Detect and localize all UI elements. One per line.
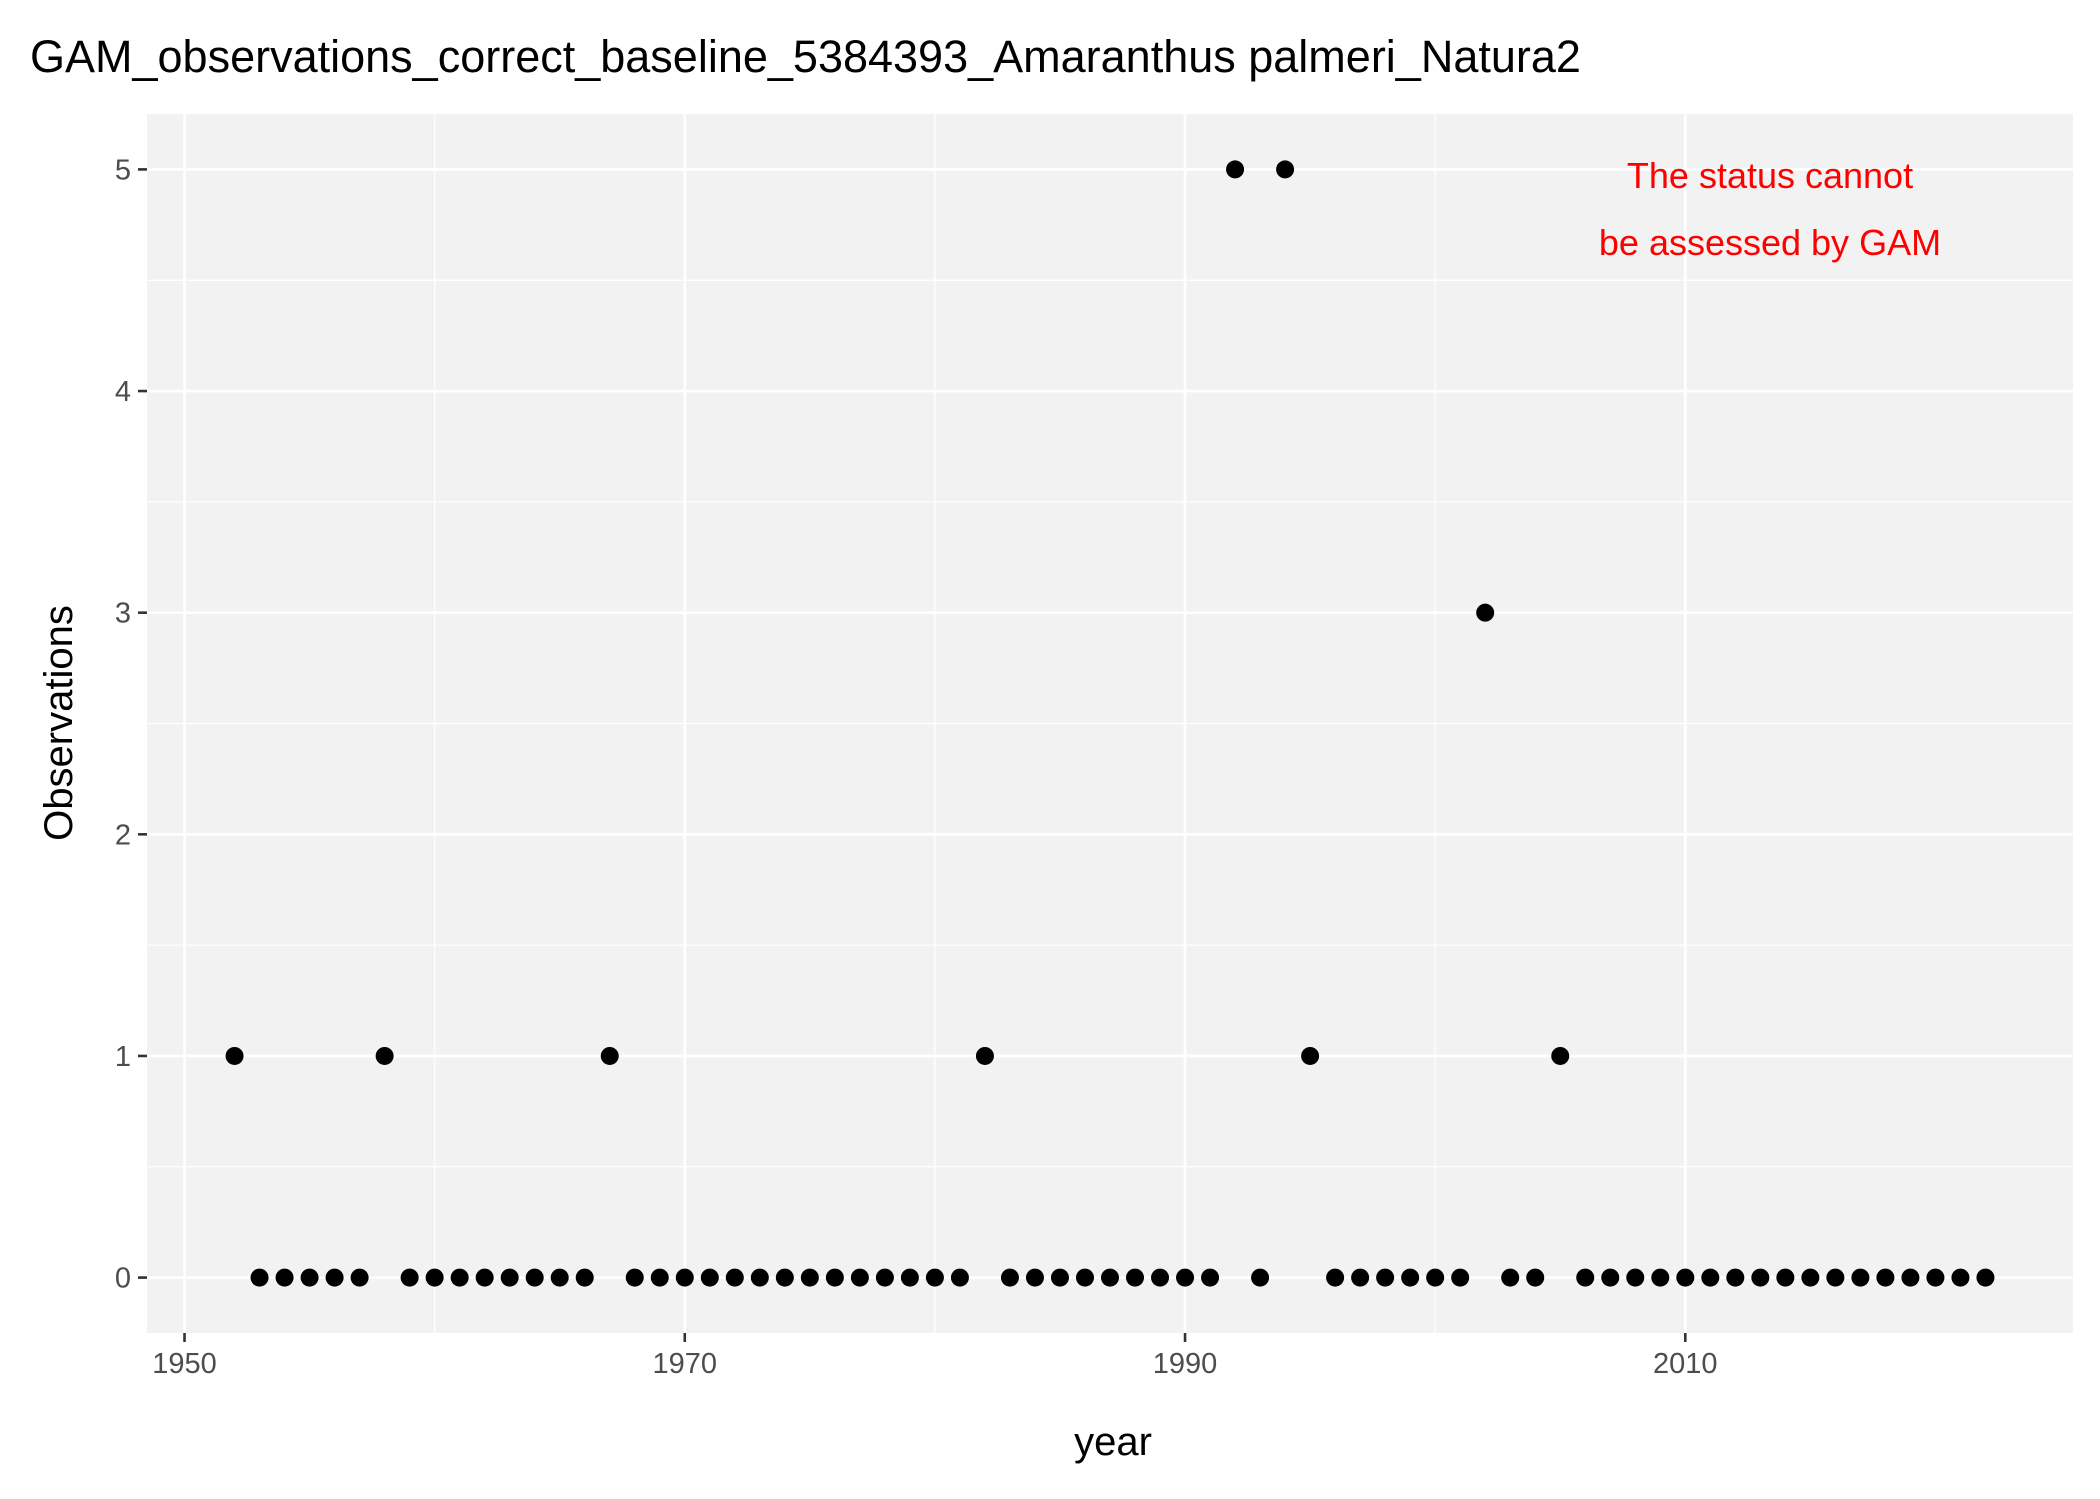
- point: [525, 1268, 544, 1287]
- x-tick-label: 1970: [653, 1348, 718, 1380]
- y-tick-label: 5: [115, 154, 131, 186]
- point: [825, 1268, 844, 1287]
- point: [1101, 1268, 1119, 1287]
- point: [1701, 1268, 1720, 1287]
- point: [1826, 1268, 1845, 1287]
- point: [425, 1268, 444, 1287]
- chart-title: GAM_observations_correct_baseline_538439…: [30, 31, 1581, 82]
- point: [475, 1268, 494, 1287]
- point: [1226, 160, 1245, 179]
- point: [1526, 1268, 1545, 1287]
- point: [250, 1268, 269, 1287]
- point: [225, 1046, 244, 1065]
- x-tick-label: 2010: [1653, 1348, 1718, 1380]
- point: [675, 1268, 694, 1287]
- x-axis-title: year: [1074, 1420, 1152, 1464]
- point: [500, 1268, 519, 1287]
- point: [1801, 1268, 1820, 1287]
- point: [1976, 1268, 1995, 1287]
- point: [1451, 1268, 1470, 1287]
- point: [1025, 1268, 1044, 1287]
- point: [575, 1268, 594, 1287]
- point: [325, 1268, 344, 1287]
- point: [1000, 1268, 1019, 1287]
- point: [1651, 1268, 1670, 1287]
- point: [1376, 1268, 1395, 1287]
- point: [850, 1268, 869, 1287]
- point: [1351, 1268, 1370, 1287]
- point: [775, 1268, 794, 1287]
- y-tick-label: 4: [115, 376, 131, 408]
- point: [1876, 1268, 1895, 1287]
- point: [1851, 1268, 1870, 1287]
- point: [875, 1268, 894, 1287]
- point: [1126, 1268, 1145, 1287]
- y-tick-label: 0: [115, 1263, 131, 1295]
- point: [1726, 1268, 1745, 1287]
- point: [1301, 1046, 1320, 1065]
- x-tick-label: 1990: [1153, 1348, 1218, 1380]
- point: [1751, 1268, 1770, 1287]
- point: [275, 1268, 294, 1287]
- point: [1601, 1268, 1620, 1287]
- x-tick-label: 1950: [152, 1348, 217, 1380]
- point: [625, 1268, 644, 1287]
- point: [1551, 1046, 1570, 1065]
- point: [925, 1268, 944, 1287]
- annotation: The status cannot: [1627, 155, 1913, 196]
- point: [300, 1268, 319, 1287]
- point: [1576, 1268, 1595, 1287]
- point: [1276, 160, 1295, 179]
- point: [1401, 1268, 1420, 1287]
- point: [700, 1268, 719, 1287]
- point: [1676, 1268, 1695, 1287]
- point: [1926, 1268, 1945, 1287]
- y-tick-label: 2: [115, 819, 131, 851]
- point: [650, 1268, 669, 1287]
- y-tick-label: 3: [115, 598, 131, 630]
- point: [1951, 1268, 1970, 1287]
- point: [800, 1268, 819, 1287]
- point: [1501, 1268, 1520, 1287]
- point: [725, 1268, 744, 1287]
- point: [750, 1268, 769, 1287]
- point: [1901, 1268, 1920, 1287]
- point: [400, 1268, 419, 1287]
- point: [1251, 1268, 1270, 1287]
- point: [350, 1268, 369, 1287]
- point: [1776, 1268, 1795, 1287]
- point: [1426, 1268, 1445, 1287]
- y-axis-title: Observations: [37, 605, 81, 841]
- point: [550, 1268, 569, 1287]
- point: [1176, 1268, 1195, 1287]
- point: [1075, 1268, 1094, 1287]
- point: [1050, 1268, 1069, 1287]
- y-tick-label: 1: [115, 1041, 131, 1073]
- point: [900, 1268, 919, 1287]
- point: [600, 1046, 619, 1065]
- point: [450, 1268, 469, 1287]
- point: [375, 1046, 394, 1065]
- point: [1476, 603, 1495, 622]
- point: [950, 1268, 969, 1287]
- point: [975, 1046, 994, 1065]
- annotation: be assessed by GAM: [1599, 222, 1941, 263]
- point: [1326, 1268, 1345, 1287]
- point: [1151, 1268, 1170, 1287]
- point: [1626, 1268, 1645, 1287]
- point: [1201, 1268, 1220, 1287]
